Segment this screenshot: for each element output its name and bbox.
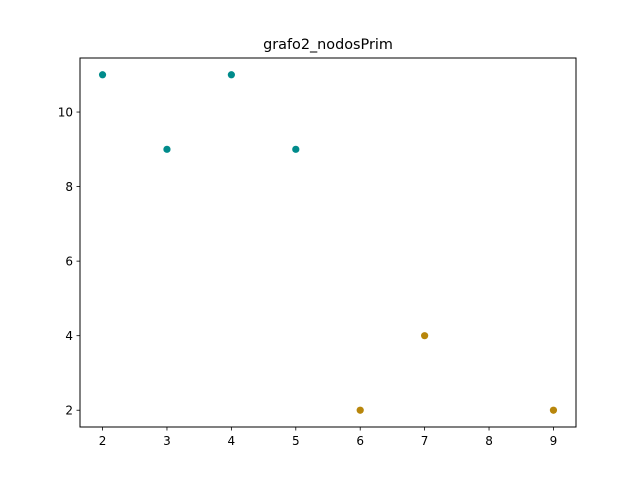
y-tick-label: 4	[65, 329, 73, 343]
series-2-point	[421, 332, 429, 340]
plot-frame	[79, 57, 577, 428]
x-tick-label: 2	[99, 434, 107, 448]
y-tick-label: 8	[65, 180, 73, 194]
x-tick-label: 7	[421, 434, 429, 448]
series-2-point	[549, 406, 558, 414]
series-1-point	[163, 145, 171, 153]
x-tick-label: 3	[163, 434, 171, 448]
y-tick-label: 2	[65, 404, 73, 418]
axes: 2 3 4 5 6 7 8 9 2 4 6 8 10	[58, 106, 558, 448]
x-tick-label: 5	[292, 434, 300, 448]
series-1-point	[98, 71, 107, 79]
chart-title: grafo2_nodosPrim	[263, 37, 393, 53]
data-points	[98, 71, 558, 414]
x-tick-label: 6	[356, 434, 364, 448]
series-2-point	[356, 406, 364, 414]
x-tick-label: 8	[485, 434, 493, 448]
x-tick-label: 9	[550, 434, 558, 448]
series-1-point	[292, 145, 300, 153]
y-tick-label: 6	[65, 255, 73, 269]
series-1-point	[227, 71, 235, 79]
y-tick-label: 10	[58, 106, 73, 120]
x-tick-label: 4	[228, 434, 236, 448]
